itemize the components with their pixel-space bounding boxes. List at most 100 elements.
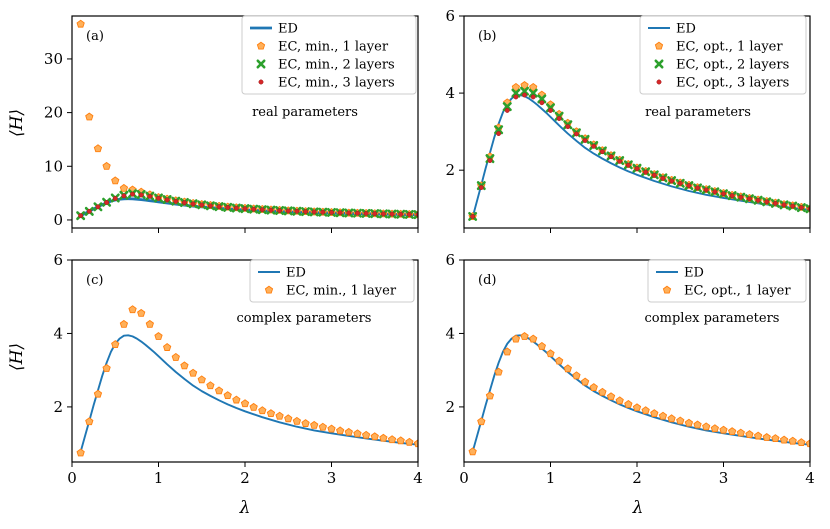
panel-b: 2 4 6 (b) real parameters ED EC, opt., 1 layer… — [445, 7, 811, 233]
panel-d: 0 1 2 3 4 2 4 6 (d) complex parameters ED EC, opt.,… — [445, 251, 814, 487]
data-point — [337, 210, 343, 216]
plot-frame — [463, 259, 811, 463]
legend-label: EC, min., 3 layers — [278, 76, 395, 91]
panel-annotation: real parameters — [645, 105, 751, 120]
data-point — [214, 386, 224, 395]
legend: ED EC, min., 1 layer — [249, 259, 415, 303]
data-point — [216, 204, 222, 210]
data-point — [310, 420, 319, 429]
panel-label: (a) — [86, 29, 104, 44]
data-point — [686, 183, 692, 189]
data-point — [781, 202, 787, 208]
data-point — [496, 131, 502, 137]
data-point — [240, 399, 250, 408]
data-point — [258, 406, 267, 415]
data-point — [572, 371, 581, 380]
data-point — [502, 102, 512, 112]
data-point — [738, 194, 744, 200]
legend-box — [249, 259, 415, 303]
data-point — [372, 211, 378, 217]
data-point — [206, 381, 215, 390]
data-point — [703, 187, 709, 193]
x-tick-label: 3 — [719, 469, 729, 487]
data-point — [477, 417, 486, 426]
data-point — [790, 203, 796, 209]
plot-area — [468, 332, 810, 456]
data-point — [710, 424, 719, 433]
legend-label: ED — [676, 22, 696, 37]
series-pentagon — [468, 332, 810, 456]
data-point — [712, 189, 718, 195]
data-point — [641, 406, 650, 415]
data-point — [387, 435, 397, 444]
data-point — [762, 433, 771, 441]
data-point — [788, 436, 797, 445]
data-point — [249, 402, 258, 411]
x-axis-label-right: λ — [632, 498, 644, 518]
data-point — [112, 196, 118, 201]
data-point — [370, 432, 379, 441]
plot-frame — [463, 15, 811, 229]
data-point — [511, 334, 521, 343]
data-point — [353, 429, 362, 438]
data-point — [251, 206, 257, 212]
data-point — [537, 341, 546, 350]
data-point — [805, 204, 810, 214]
x-tick-label: 3 — [327, 469, 337, 487]
data-point — [546, 349, 555, 358]
data-point — [164, 197, 170, 203]
data-point — [344, 427, 353, 436]
legend-box — [241, 15, 417, 95]
data-point — [615, 396, 624, 405]
panel-a: 0 10 20 30 (a) real parameters ED EC, min., 1 l… — [44, 15, 419, 233]
data-point — [389, 211, 395, 217]
data-point — [413, 210, 418, 220]
data-point — [102, 161, 111, 170]
legend-marker — [656, 79, 662, 85]
data-point — [76, 448, 85, 457]
data-point — [634, 166, 640, 172]
data-point — [651, 172, 657, 178]
data-point — [266, 409, 276, 418]
x-tick-label: 2 — [632, 469, 642, 487]
data-point — [667, 414, 676, 423]
plot-area — [76, 19, 418, 221]
data-point — [137, 308, 146, 317]
data-point — [528, 88, 538, 98]
data-point — [301, 419, 310, 427]
data-point — [556, 116, 562, 121]
ed-line — [471, 94, 810, 218]
y-tick-label: 2 — [53, 398, 63, 416]
data-point — [660, 175, 666, 181]
series-circle — [470, 92, 810, 219]
data-point — [197, 375, 206, 384]
data-point — [695, 185, 700, 191]
data-point — [232, 395, 241, 404]
data-point — [180, 361, 189, 370]
data-point — [591, 143, 597, 149]
legend-label: ED — [684, 266, 704, 281]
data-point — [346, 210, 352, 216]
x-tick-label: 1 — [154, 469, 164, 487]
series-pentagon — [76, 305, 418, 457]
data-point — [303, 209, 308, 215]
data-point — [199, 202, 205, 208]
data-point — [478, 185, 484, 190]
data-point — [380, 211, 386, 217]
x-tick-label: 1 — [546, 469, 556, 487]
data-point — [684, 418, 694, 427]
y-tick-label: 6 — [53, 251, 63, 269]
panel-c: 0 1 2 3 4 2 4 6 (c) complex parameters ED EC, min.,… — [53, 251, 422, 487]
y-tick-label: 2 — [445, 398, 455, 416]
data-point — [669, 178, 675, 184]
data-point — [617, 158, 623, 164]
data-point — [355, 210, 360, 216]
data-point — [86, 208, 92, 214]
legend-label: EC, opt., 1 layer — [684, 284, 791, 299]
plot-area — [76, 305, 418, 457]
data-point — [719, 425, 728, 434]
data-point — [745, 430, 754, 438]
data-point — [405, 437, 414, 446]
data-point — [599, 149, 605, 155]
data-point — [318, 422, 327, 431]
